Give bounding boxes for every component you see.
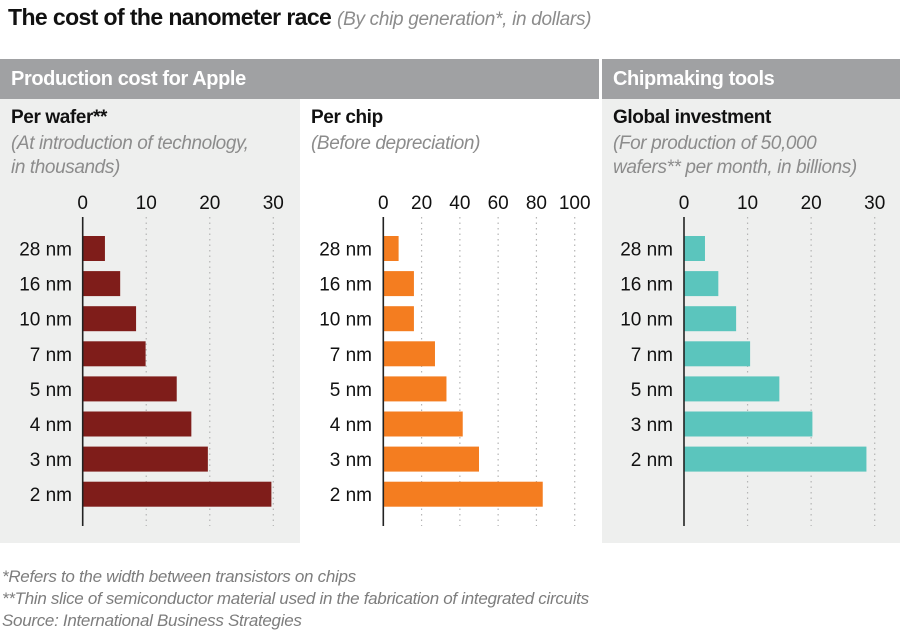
x-tick-label: 60 xyxy=(488,193,509,214)
x-tick-label: 20 xyxy=(801,193,822,214)
footnote-asterisk: *Refers to the width between transistors… xyxy=(2,567,356,586)
panel-title: Per chip xyxy=(311,107,383,128)
x-tick-label: 20 xyxy=(411,193,432,214)
panel-subtitle: (Before depreciation) xyxy=(311,133,481,154)
panel-title: Global investment xyxy=(613,107,771,128)
x-tick-label: 10 xyxy=(136,193,157,214)
bar-7-nm xyxy=(383,341,435,367)
bar-2-nm xyxy=(684,446,867,472)
bar-4-nm xyxy=(383,411,463,437)
bar-10-nm xyxy=(82,306,137,332)
bar-10-nm xyxy=(383,306,414,332)
x-tick-label: 0 xyxy=(378,193,389,214)
y-category-label: 3 nm xyxy=(330,450,372,471)
y-category-label: 10 nm xyxy=(19,310,72,331)
bar-2-nm xyxy=(82,481,272,507)
x-tick-label: 30 xyxy=(263,193,284,214)
bar-7-nm xyxy=(684,341,751,367)
bar-5-nm xyxy=(684,376,780,402)
y-category-label: 3 nm xyxy=(30,450,72,471)
panel-subtitle: (For production of 50,000 wafers** per m… xyxy=(613,133,857,178)
y-category-label: 7 nm xyxy=(30,345,72,366)
bar-7-nm xyxy=(82,341,146,367)
bar-4-nm xyxy=(82,411,192,437)
x-tick-label: 0 xyxy=(679,193,690,214)
title-text: The cost of the nanometer race xyxy=(8,4,332,30)
x-tick-label: 40 xyxy=(449,193,470,214)
bar-5-nm xyxy=(383,376,447,402)
bar-3-nm xyxy=(383,446,479,472)
section-header-tools: Chipmaking tools xyxy=(602,59,900,99)
y-category-label: 16 nm xyxy=(620,275,673,296)
bar-3-nm xyxy=(684,411,813,437)
y-category-label: 3 nm xyxy=(631,415,673,436)
x-tick-label: 20 xyxy=(199,193,220,214)
bar-28-nm xyxy=(684,236,705,261)
chart-title: The cost of the nanometer race (By chip … xyxy=(8,4,591,31)
bar-2-nm xyxy=(383,481,543,507)
x-tick-label: 30 xyxy=(864,193,885,214)
y-category-label: 28 nm xyxy=(620,240,673,261)
section-header-production: Production cost for Apple xyxy=(0,59,599,99)
y-category-label: 28 nm xyxy=(319,240,372,261)
y-category-label: 16 nm xyxy=(319,275,372,296)
bar-28-nm xyxy=(82,236,105,261)
y-category-label: 16 nm xyxy=(19,275,72,296)
bar-16-nm xyxy=(383,271,414,297)
title-subtitle: (By chip generation*, in dollars) xyxy=(337,9,592,30)
bar-16-nm xyxy=(684,271,719,297)
bar-28-nm xyxy=(383,236,399,261)
bar-10-nm xyxy=(684,306,737,332)
y-category-label: 7 nm xyxy=(330,345,372,366)
y-category-label: 5 nm xyxy=(631,380,673,401)
bar-5-nm xyxy=(82,376,177,402)
y-category-label: 4 nm xyxy=(30,415,72,436)
y-category-label: 5 nm xyxy=(330,380,372,401)
y-category-label: 7 nm xyxy=(631,345,673,366)
x-tick-label: 10 xyxy=(737,193,758,214)
x-tick-label: 80 xyxy=(526,193,547,214)
y-category-label: 2 nm xyxy=(30,485,72,506)
panel-subtitle: (At introduction of technology, in thous… xyxy=(11,133,249,178)
y-category-label: 5 nm xyxy=(30,380,72,401)
x-tick-label: 0 xyxy=(77,193,88,214)
x-tick-label: 100 xyxy=(559,193,591,214)
footnote-source: Source: International Business Strategie… xyxy=(2,611,302,630)
bar-3-nm xyxy=(82,446,208,472)
y-category-label: 28 nm xyxy=(19,240,72,261)
y-category-label: 4 nm xyxy=(330,415,372,436)
y-category-label: 2 nm xyxy=(330,485,372,506)
y-category-label: 10 nm xyxy=(319,310,372,331)
y-category-label: 2 nm xyxy=(631,450,673,471)
y-category-label: 10 nm xyxy=(620,310,673,331)
bar-16-nm xyxy=(82,271,121,297)
footnote-double-asterisk: **Thin slice of semiconductor material u… xyxy=(2,589,589,608)
panel-title: Per wafer** xyxy=(11,107,107,128)
